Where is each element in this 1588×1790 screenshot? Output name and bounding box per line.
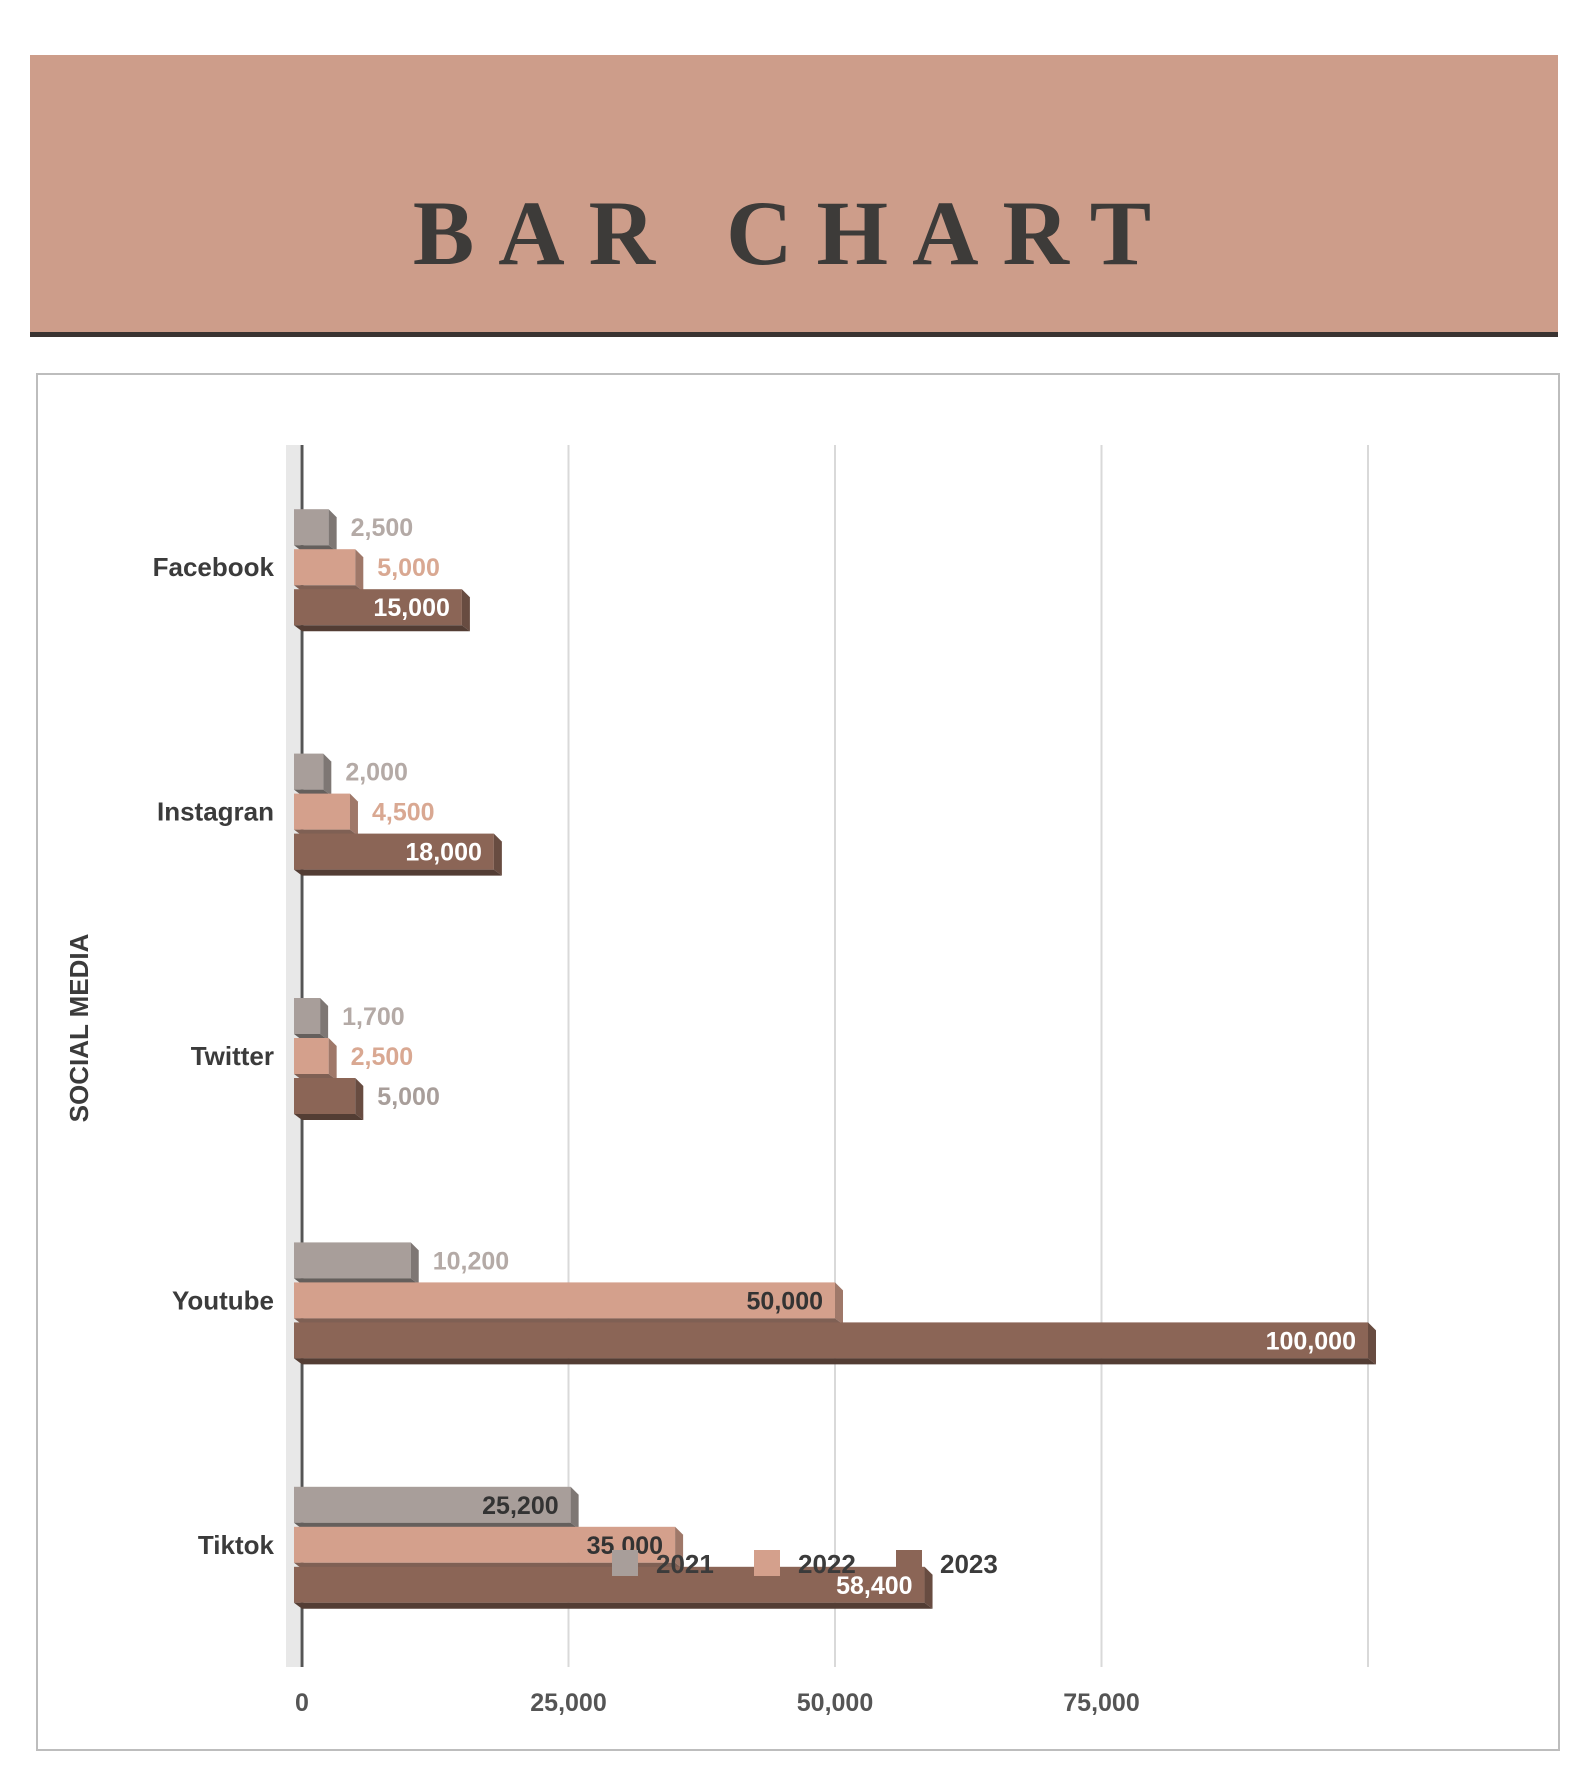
data-label: 50,000 [747,1287,823,1315]
bar [294,793,350,830]
bar-side [355,549,364,592]
bar [294,1486,571,1523]
category-label: Instagran [157,797,274,827]
data-label: 58,400 [836,1572,912,1600]
legend-swatch [896,1550,922,1576]
bar-side [461,589,470,632]
data-label: 15,000 [373,594,449,622]
bar [294,589,462,626]
data-label: 10,200 [433,1247,509,1275]
x-tick-label: 75,000 [1063,1689,1139,1717]
title-banner: BAR CHART [30,55,1558,337]
category-label: Tiktok [198,1530,275,1560]
bar [294,1242,411,1279]
data-label: 4,500 [372,799,435,827]
bar [294,753,324,790]
x-tick-label: 50,000 [797,1689,873,1717]
legend-label: 2023 [940,1549,998,1579]
bar [294,1038,329,1074]
y-axis-title: SOCIAL MEDIA [64,933,94,1122]
bar-side [328,509,337,552]
bar [294,1282,835,1319]
chart-panel: 2,500 5,000 15,000 2,000 4,500 18,000 1,700 2,5… [36,373,1560,1751]
legend-swatch [754,1550,780,1576]
bar [294,1526,676,1563]
bar-side [675,1526,684,1569]
bar-side [410,1242,419,1285]
data-label: 2,500 [351,514,414,542]
data-label: 18,000 [405,839,481,867]
bar-side [570,1486,579,1529]
bar [294,998,321,1034]
data-label: 5,000 [377,554,440,582]
data-label: 5,000 [377,1083,440,1111]
legend-label: 2021 [656,1549,714,1579]
bar [294,1322,1368,1359]
bar-side [320,998,329,1040]
data-label: 2,000 [345,759,408,787]
category-label: Youtube [172,1285,274,1315]
bar [294,1566,925,1603]
data-label: 100,000 [1266,1327,1356,1355]
bar-side [493,833,502,876]
legend: 2021 2022 2023 [612,1549,998,1579]
bar-bottom [294,625,470,632]
page-title: BAR CHART [412,182,1176,284]
x-tick-labels: 0 25,000 50,000 75,000 [295,1689,1140,1717]
data-label: 25,200 [482,1492,558,1520]
bar-side [355,1078,364,1120]
bar-side [328,1038,337,1080]
category-label: Twitter [191,1041,274,1071]
bar-bottom [294,1602,933,1609]
bar [294,833,494,870]
bar-side [349,793,358,836]
data-label: 1,700 [342,1003,405,1031]
bar [294,549,356,586]
bar-side [924,1566,933,1609]
bar-side [1368,1322,1376,1365]
category-labels: Facebook Instagran Twitter Youtube Tiktok [153,552,275,1560]
bar [294,509,329,546]
x-tick-label: 0 [295,1689,309,1717]
x-tick-label: 25,000 [530,1689,606,1717]
bar-bottom [294,1358,1376,1365]
gridlines [567,445,1369,1667]
plot-floor [286,445,300,1667]
bar [294,1078,356,1114]
legend-swatch [612,1550,638,1576]
legend-label: 2022 [798,1549,856,1579]
bar-bottom [294,1114,364,1120]
bar-side [835,1282,843,1325]
bars: 2,500 5,000 15,000 2,000 4,500 18,000 1,700 2,5… [294,509,1376,1609]
category-label: Facebook [153,552,275,582]
bar-chart: 2,500 5,000 15,000 2,000 4,500 18,000 1,700 2,5… [64,445,1376,1717]
bar-bottom [294,869,502,876]
data-label: 2,500 [351,1043,414,1071]
bar-side [323,753,332,796]
